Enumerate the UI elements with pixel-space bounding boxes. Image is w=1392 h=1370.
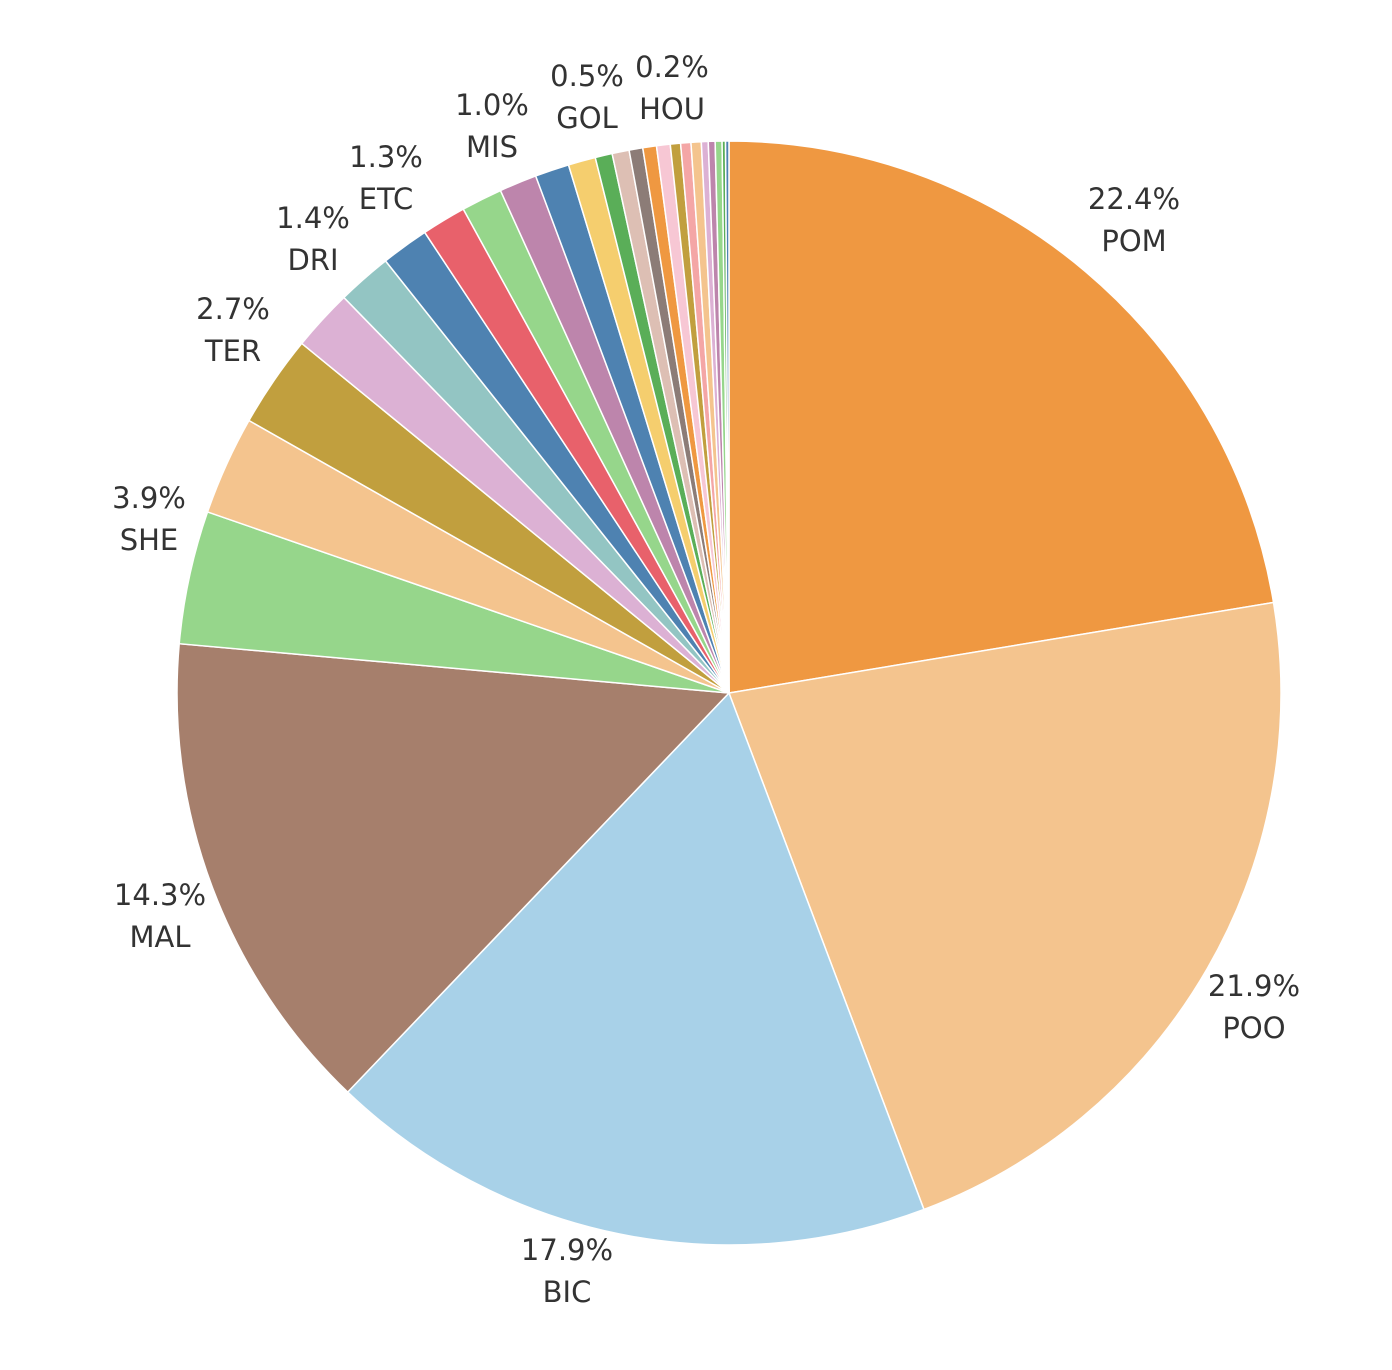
slice-category-label: MIS: [466, 130, 518, 164]
slice-category-label: DRI: [287, 243, 338, 277]
slice-percent-label: 2.7%: [196, 292, 270, 326]
pie-slice-27: [724, 140, 730, 694]
slice-category-label: BIC: [543, 1275, 592, 1309]
slice-category-label: ETC: [359, 182, 414, 216]
pie-slice-mal: [176, 642, 731, 1094]
slice-percent-label: 3.9%: [112, 481, 186, 515]
slice-percent-label: 14.3%: [114, 878, 206, 912]
slice-percent-label: 1.4%: [276, 201, 350, 235]
slice-category-label: GOL: [556, 101, 617, 135]
pie-slice-bic: [346, 691, 925, 1246]
pie-slice-pom: [728, 140, 1275, 694]
slice-category-label: POO: [1222, 1011, 1285, 1045]
slice-category-label: TER: [204, 334, 261, 368]
slice-percent-label: 21.9%: [1208, 969, 1300, 1003]
slice-category-label: POM: [1101, 224, 1166, 258]
slice-percent-label: 22.4%: [1088, 182, 1180, 216]
slice-category-label: MAL: [129, 920, 190, 954]
slice-percent-label: 17.9%: [521, 1233, 613, 1267]
slice-percent-label: 0.2%: [635, 50, 709, 84]
slice-category-label: SHE: [120, 523, 179, 557]
slice-percent-label: 1.3%: [349, 140, 423, 174]
slice-category-label: HOU: [639, 92, 705, 126]
slice-percent-label: 0.5%: [550, 59, 624, 93]
slice-percent-label: 1.0%: [455, 88, 529, 122]
